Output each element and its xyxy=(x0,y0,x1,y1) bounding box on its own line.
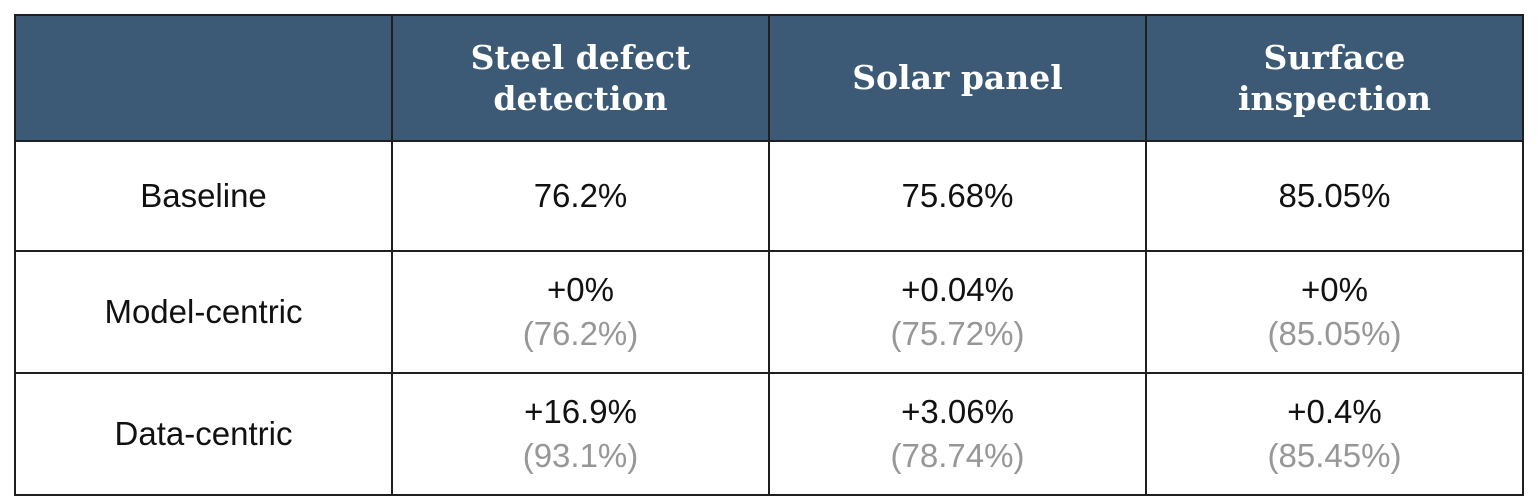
value-sub: (85.05%) xyxy=(1267,315,1402,352)
value-sub: (78.74%) xyxy=(890,437,1025,474)
results-table: Steel defect detection Solar panel Surfa… xyxy=(14,14,1524,496)
cell-model-surface: +0% (85.05%) xyxy=(1145,250,1524,374)
corner-cell xyxy=(14,14,393,142)
row-baseline: Baseline 76.2% 75.68% 85.05% xyxy=(14,140,1524,252)
header-row: Steel defect detection Solar panel Surfa… xyxy=(14,14,1524,142)
value-main: +0% xyxy=(547,271,614,308)
cell-data-solar: +3.06% (78.74%) xyxy=(768,372,1147,496)
row-data-centric: Data-centric +16.9% (93.1%) +3.06% (78.7… xyxy=(14,372,1524,496)
header-steel-defect-detection: Steel defect detection xyxy=(391,14,770,142)
row-model-centric: Model-centric +0% (76.2%) +0.04% (75.72%… xyxy=(14,250,1524,374)
cell-baseline-steel: 76.2% xyxy=(391,140,770,252)
cell-baseline-surface: 85.05% xyxy=(1145,140,1524,252)
cell-model-steel: +0% (76.2%) xyxy=(391,250,770,374)
value-sub: (85.45%) xyxy=(1267,437,1402,474)
value-sub: (76.2%) xyxy=(522,315,639,352)
cell-data-steel: +16.9% (93.1%) xyxy=(391,372,770,496)
table-container: Steel defect detection Solar panel Surfa… xyxy=(14,14,1524,496)
cell-model-solar: +0.04% (75.72%) xyxy=(768,250,1147,374)
value-main: +0% xyxy=(1301,271,1368,308)
value-main: +0.04% xyxy=(901,271,1014,308)
cell-data-surface: +0.4% (85.45%) xyxy=(1145,372,1524,496)
value-main: +3.06% xyxy=(901,393,1014,430)
row-label-baseline: Baseline xyxy=(14,140,393,252)
value-main: 76.2% xyxy=(533,177,628,214)
row-label-data-centric: Data-centric xyxy=(14,372,393,496)
value-main: 75.68% xyxy=(901,177,1014,214)
value-sub: (75.72%) xyxy=(890,315,1025,352)
cell-baseline-solar: 75.68% xyxy=(768,140,1147,252)
header-solar-panel: Solar panel xyxy=(768,14,1147,142)
value-sub: (93.1%) xyxy=(522,437,639,474)
header-surface-inspection: Surface inspection xyxy=(1145,14,1524,142)
value-main: 85.05% xyxy=(1278,177,1391,214)
value-main: +16.9% xyxy=(524,393,637,430)
row-label-model-centric: Model-centric xyxy=(14,250,393,374)
value-main: +0.4% xyxy=(1287,393,1382,430)
